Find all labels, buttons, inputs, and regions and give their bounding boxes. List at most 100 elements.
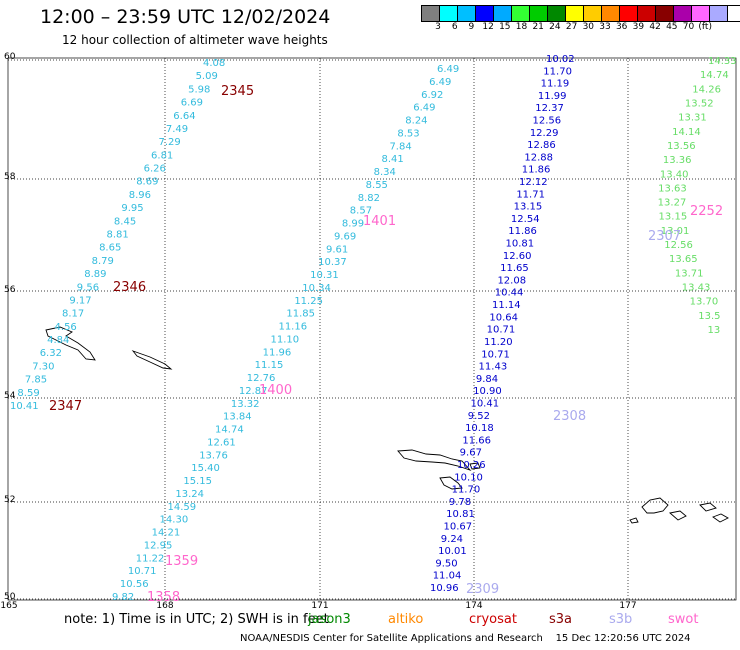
pass-label: 1401 xyxy=(363,214,396,229)
wave-height-value: 14.74 xyxy=(700,70,729,81)
wave-height-value: 10.56 xyxy=(120,579,149,590)
wave-height-value: 10.37 xyxy=(318,257,347,268)
wave-height-value: 8.55 xyxy=(366,180,388,191)
wave-height-value: 12.37 xyxy=(535,103,564,114)
lat-label: 52 xyxy=(4,495,16,505)
wave-height-value: 8.99 xyxy=(342,219,364,230)
pass-label: 2307 xyxy=(648,229,681,244)
satellite-legend-altiko: altiko xyxy=(388,612,424,627)
wave-height-value: 10.34 xyxy=(302,283,331,294)
wave-height-value: 8.53 xyxy=(397,128,419,139)
wave-height-value: 7.49 xyxy=(166,124,188,135)
wave-height-value: 8.57 xyxy=(350,206,372,217)
color-scale-label: 42 xyxy=(649,22,661,32)
wave-height-value: 9.17 xyxy=(69,295,91,306)
wave-height-value: 11.65 xyxy=(500,263,529,274)
wave-height-value: 9.56 xyxy=(77,282,99,293)
pass-label: 1400 xyxy=(259,383,292,398)
wave-height-value: 7.84 xyxy=(389,141,411,152)
wave-height-value: 8.81 xyxy=(107,230,129,241)
wave-height-value: 9.84 xyxy=(476,374,498,385)
wave-height-value: 10.96 xyxy=(430,583,459,594)
color-scale-label: 9 xyxy=(468,22,475,32)
wave-height-value: 11.99 xyxy=(538,91,567,102)
wave-height-value: 10.31 xyxy=(310,270,339,281)
wave-height-value: 13.84 xyxy=(223,412,252,423)
map-frame xyxy=(7,57,737,601)
wave-height-value: 12.56 xyxy=(533,116,562,127)
wave-height-value: 8.41 xyxy=(382,154,404,165)
wave-height-value: 14.30 xyxy=(160,515,189,526)
wave-height-value: 9.78 xyxy=(449,497,471,508)
wave-height-value: 12.56 xyxy=(664,240,693,251)
wave-height-value: 13.15 xyxy=(514,202,543,213)
wave-height-value: 10.41 xyxy=(470,398,499,409)
wave-height-value: 14.21 xyxy=(152,528,181,539)
wave-height-value: 13.52 xyxy=(685,98,714,109)
wave-height-value: 6.49 xyxy=(437,64,459,75)
wave-height-value: 14.59 xyxy=(167,502,196,513)
wave-height-value: 13.32 xyxy=(231,399,260,410)
wave-height-value: 10.71 xyxy=(487,325,516,336)
lat-label: 56 xyxy=(4,285,16,295)
wave-height-value: 11.71 xyxy=(516,189,545,200)
wave-height-value: 8.59 xyxy=(17,388,39,399)
wave-height-value: 6.32 xyxy=(40,348,62,359)
wave-height-value: 8.96 xyxy=(129,190,151,201)
wave-height-value: 10.18 xyxy=(465,423,494,434)
color-scale-swatch xyxy=(727,5,740,22)
color-scale-labels: 3 6 9 12 15 18 21 24 27 30 33 36 39 42 45 70 (ft) xyxy=(421,22,740,36)
wave-height-value: 9.82 xyxy=(112,592,134,603)
wave-height-value: 11.16 xyxy=(278,322,307,333)
lon-label: 168 xyxy=(156,601,174,611)
wave-height-value: 12.76 xyxy=(247,373,276,384)
wave-height-value: 14.74 xyxy=(215,425,244,436)
pass-label: 2346 xyxy=(113,280,146,295)
wave-height-value: 13.36 xyxy=(663,155,692,166)
wave-height-value: 12.88 xyxy=(524,152,553,163)
color-scale-label: 27 xyxy=(565,22,578,32)
satellite-legend-s3b: s3b xyxy=(609,612,633,627)
wave-height-value: 12.87 xyxy=(239,386,268,397)
wave-height-value: 10.02 xyxy=(546,54,575,65)
satellite-legend-s3a: s3a xyxy=(549,612,573,627)
pass-label: 2309 xyxy=(466,582,499,597)
lon-label: 165 xyxy=(0,601,18,611)
wave-height-value: 12.61 xyxy=(207,437,236,448)
wave-height-value: 13.24 xyxy=(175,489,204,500)
wave-height-value: 11.22 xyxy=(136,553,165,564)
satellite-legend-swot: swot xyxy=(668,612,699,627)
wave-height-value: 5.98 xyxy=(188,84,210,95)
color-scale-label: 15 xyxy=(499,22,511,32)
footer-note: note: 1) Time is in UTC; 2) SWH is in fe… xyxy=(64,612,329,627)
wave-height-value: 10.71 xyxy=(481,349,510,360)
wave-height-value: 8.34 xyxy=(374,167,396,178)
wave-height-value: 4.08 xyxy=(203,58,225,69)
wave-height-value: 5.09 xyxy=(196,71,218,82)
wave-height-value: 12.86 xyxy=(527,140,556,151)
pass-label: 2347 xyxy=(49,399,82,414)
map-title: 12:00 – 23:59 UTC 12/02/2024 xyxy=(40,6,331,28)
wave-height-value: 6.92 xyxy=(421,90,443,101)
wave-height-value: 6.81 xyxy=(151,150,173,161)
wave-height-value: 12.54 xyxy=(511,214,540,225)
wave-height-value: 12.08 xyxy=(497,275,526,286)
wave-height-value: 12.29 xyxy=(530,128,559,139)
wave-height-value: 13.76 xyxy=(199,450,228,461)
wave-height-value: 13.40 xyxy=(660,169,689,180)
wave-height-value: 11.10 xyxy=(271,334,300,345)
pass-label: 2345 xyxy=(221,84,254,99)
wave-height-value: 4.84 xyxy=(47,335,69,346)
altimeter-tracks: 4.08 5.09 5.98 6.69 6.64 7.49 7.29 6.81 6.26 8.69… xyxy=(10,54,737,605)
lon-label: 171 xyxy=(311,601,329,611)
color-scale-label: 30 xyxy=(582,22,595,32)
wave-height-value: 13.71 xyxy=(675,268,704,279)
color-scale-label: 6 xyxy=(451,22,458,32)
wave-height-value: 14.26 xyxy=(692,84,721,95)
wave-height-value: 12.60 xyxy=(503,251,532,262)
wave-height-value: 13.15 xyxy=(659,212,688,223)
wave-height-value: 11.20 xyxy=(484,337,513,348)
wave-height-value: 11.70 xyxy=(543,66,572,77)
wave-height-value: 10.01 xyxy=(438,546,467,557)
